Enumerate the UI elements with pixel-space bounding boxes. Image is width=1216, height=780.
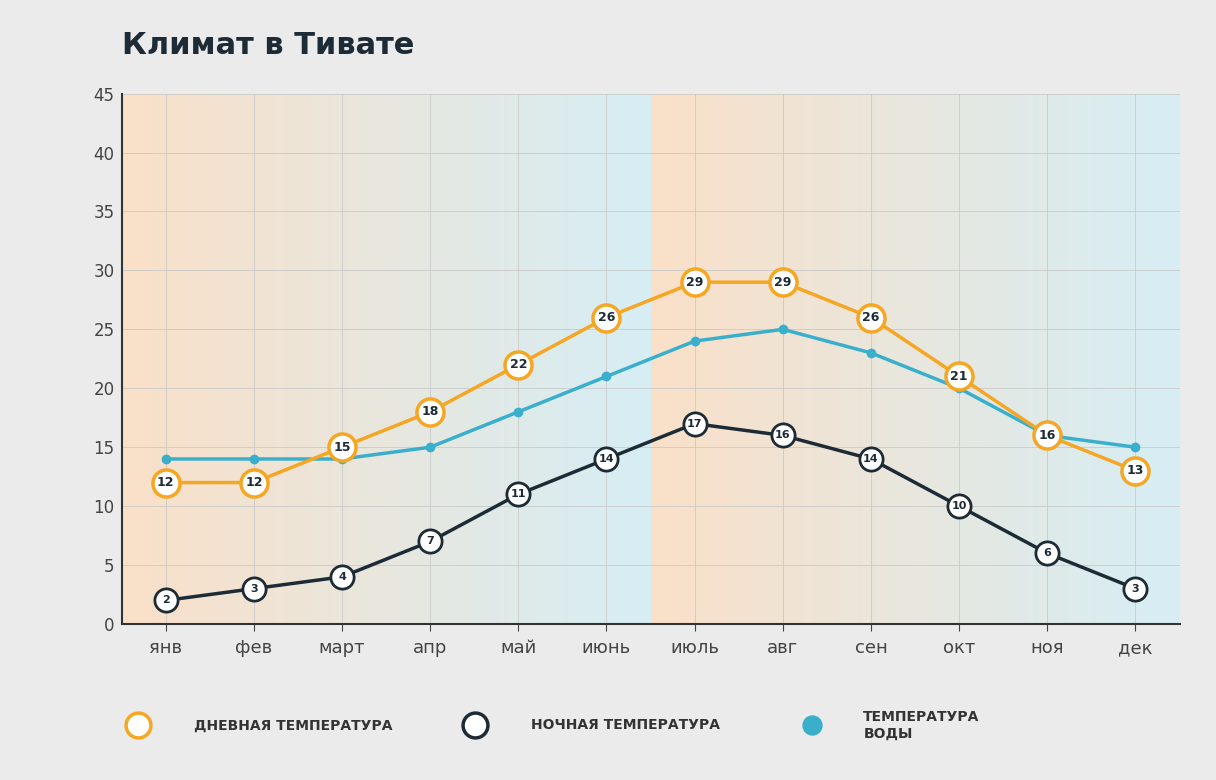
- Point: [950, 370, 969, 383]
- Text: ТЕМПЕРАТУРА
ВОДЫ: ТЕМПЕРАТУРА ВОДЫ: [863, 711, 980, 740]
- Point: [685, 276, 704, 289]
- Point: [1126, 465, 1145, 477]
- Text: 26: 26: [862, 311, 879, 324]
- Point: [1126, 583, 1145, 595]
- Text: 10: 10: [951, 501, 967, 511]
- Text: 12: 12: [246, 476, 263, 489]
- Text: 16: 16: [775, 431, 790, 441]
- Point: [950, 500, 969, 512]
- Point: [861, 452, 880, 465]
- Text: НОЧНАЯ ТЕМПЕРАТУРА: НОЧНАЯ ТЕМПЕРАТУРА: [531, 718, 720, 732]
- Point: [508, 488, 528, 501]
- Text: Климат в Тивате: Климат в Тивате: [122, 31, 413, 60]
- Point: [421, 535, 440, 548]
- Text: 15: 15: [333, 441, 350, 454]
- Text: 3: 3: [1132, 583, 1139, 594]
- Text: 3: 3: [250, 583, 258, 594]
- Point: [332, 441, 351, 453]
- Text: 6: 6: [1043, 548, 1051, 558]
- Point: [597, 452, 617, 465]
- Point: [1037, 429, 1057, 441]
- Text: 14: 14: [598, 454, 614, 464]
- Text: 11: 11: [511, 489, 527, 499]
- Point: [421, 406, 440, 418]
- Point: [129, 719, 148, 732]
- Text: 13: 13: [1127, 464, 1144, 477]
- Point: [466, 719, 485, 732]
- Text: 18: 18: [422, 406, 439, 418]
- Text: 4: 4: [338, 572, 345, 582]
- Text: 26: 26: [598, 311, 615, 324]
- Point: [597, 311, 617, 324]
- Point: [803, 719, 822, 732]
- Point: [861, 311, 880, 324]
- Point: [685, 417, 704, 430]
- Text: 21: 21: [951, 370, 968, 383]
- Text: 29: 29: [686, 275, 703, 289]
- Text: 12: 12: [157, 476, 174, 489]
- Point: [773, 276, 793, 289]
- Point: [773, 429, 793, 441]
- Text: 17: 17: [687, 419, 703, 429]
- Text: ДНЕВНАЯ ТЕМПЕРАТУРА: ДНЕВНАЯ ТЕМПЕРАТУРА: [195, 718, 393, 732]
- Point: [156, 477, 175, 489]
- Point: [508, 359, 528, 371]
- Text: 7: 7: [427, 537, 434, 547]
- Text: 16: 16: [1038, 429, 1055, 442]
- Text: 2: 2: [162, 595, 169, 605]
- Point: [244, 583, 264, 595]
- Point: [244, 477, 264, 489]
- Point: [332, 571, 351, 583]
- Point: [156, 594, 175, 607]
- Text: 29: 29: [775, 275, 792, 289]
- Text: 22: 22: [510, 358, 527, 371]
- Text: 14: 14: [863, 454, 879, 464]
- Point: [1037, 547, 1057, 559]
